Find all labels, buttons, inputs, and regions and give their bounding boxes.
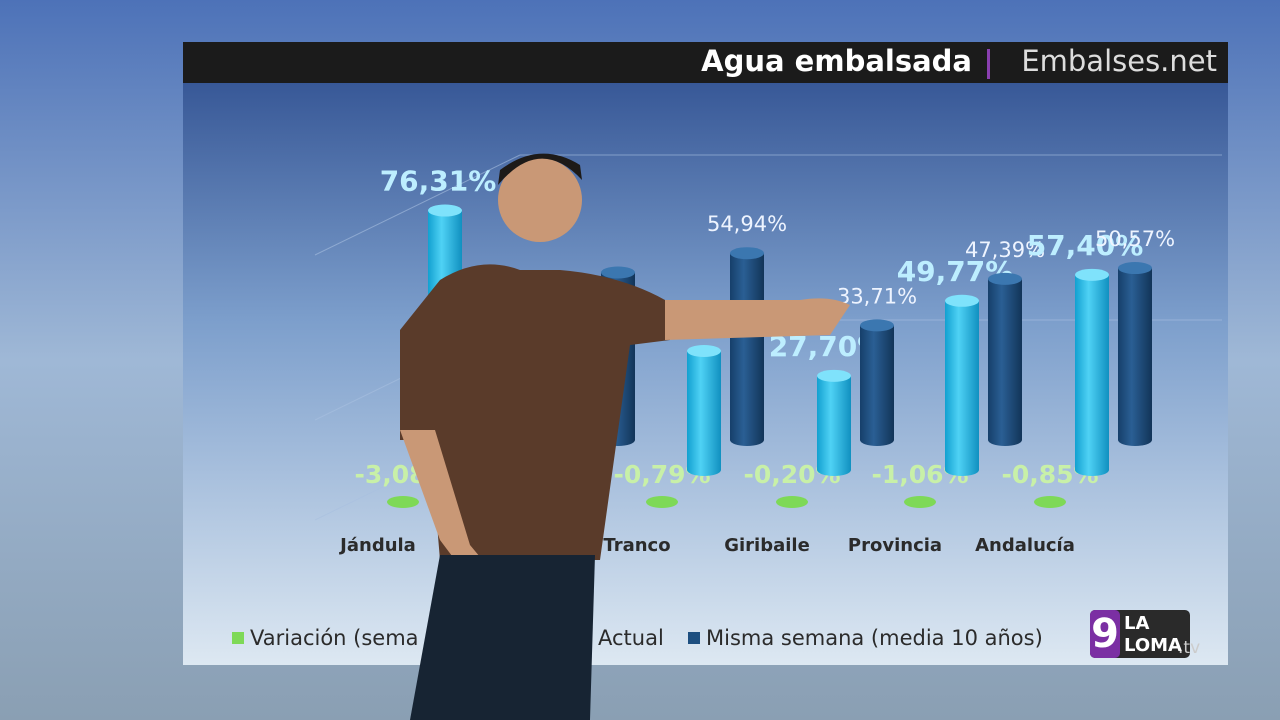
bar-top: [860, 319, 894, 332]
data-label: 33,71%: [837, 284, 917, 308]
title-separator: [987, 49, 990, 79]
variation-disc: [1034, 496, 1066, 508]
presenter-trousers: [410, 555, 595, 720]
bar-base: [817, 464, 851, 476]
bar-top: [817, 369, 851, 382]
logo-suffix: .tv: [1178, 638, 1200, 658]
presenter-arm: [665, 298, 850, 340]
bar: [988, 278, 1022, 440]
bar-top: [730, 247, 764, 260]
bar-top: [988, 272, 1022, 285]
title-bar: [183, 42, 1228, 83]
x-tick-label: Tranco: [603, 535, 670, 556]
presenter: [400, 153, 850, 720]
x-tick-label: Provincia: [848, 535, 942, 556]
legend-label: Misma semana (media 10 años): [706, 626, 1043, 650]
presenter-head: [498, 158, 582, 242]
variation-disc: [646, 496, 678, 508]
bar-base: [988, 434, 1022, 446]
bar: [945, 300, 979, 470]
bar-base: [687, 464, 721, 476]
bar: [817, 375, 851, 470]
bar: [1118, 268, 1152, 440]
logo-text: LA: [1124, 613, 1149, 634]
bar-top: [945, 294, 979, 307]
x-tick-label: Giribaile: [724, 535, 810, 556]
data-label: 50,57%: [1095, 227, 1175, 251]
bar-top: [1075, 268, 1109, 281]
bar-top: [601, 266, 635, 279]
bar-base: [1118, 434, 1152, 446]
bar: [687, 351, 721, 470]
bar: [730, 253, 764, 440]
variation-disc: [904, 496, 936, 508]
bar: [1075, 274, 1109, 470]
logo-text: LOMA: [1124, 635, 1182, 656]
bar-base: [860, 434, 894, 446]
data-label: 47,39%: [965, 238, 1045, 262]
logo-number: 9: [1091, 611, 1119, 657]
variation-disc: [776, 496, 808, 508]
data-label: 57,40%: [1027, 229, 1144, 262]
legend-swatch: [232, 632, 244, 644]
logo-mark: [1090, 610, 1120, 658]
logo: 9 LA LOMA .tv: [1090, 610, 1200, 658]
legend-label: Actual: [598, 626, 664, 650]
x-tick-label: Jándula: [338, 535, 416, 556]
bar-base: [730, 434, 764, 446]
x-tick-label: Andalucía: [975, 535, 1075, 556]
bar-top: [1118, 262, 1152, 275]
legend-swatch: [688, 632, 700, 644]
bar-top: [428, 204, 462, 217]
chart-subtitle: Embalses.net: [1021, 44, 1217, 78]
presenter-hair: [498, 153, 582, 185]
bar: [860, 325, 894, 440]
chart-title: Agua embalsada: [701, 44, 972, 78]
bar-base: [945, 464, 979, 476]
presenter-shirt: [400, 264, 670, 560]
legend-label: Variación (sema: [250, 626, 419, 650]
bar-top: [687, 345, 721, 357]
legend: Variación (sema Actual Misma semana (media…: [232, 626, 1043, 650]
data-label: 76,31%: [380, 165, 497, 198]
data-label: 54,94%: [707, 212, 787, 236]
variation-disc: [387, 496, 419, 508]
presenter-arm: [400, 430, 495, 580]
grid-line: [314, 154, 521, 256]
bar-base: [1075, 464, 1109, 476]
